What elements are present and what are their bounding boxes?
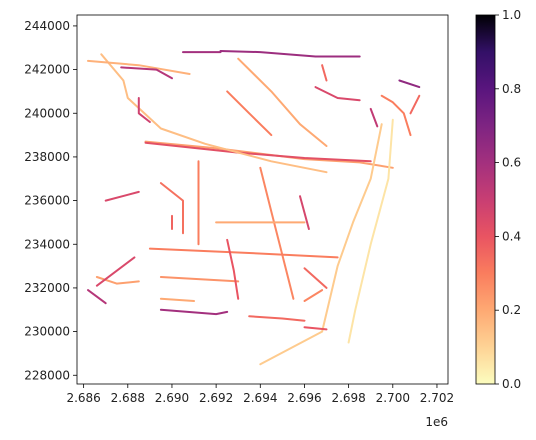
road-segment-line [95, 276, 140, 285]
road-segment-line [159, 182, 184, 235]
road-segment-line [303, 267, 328, 289]
x-tick-label: 2.698 [331, 391, 365, 405]
road-segment-line [369, 107, 379, 128]
road-segment-line [226, 90, 273, 137]
y-tick-label: 236000 [24, 194, 70, 208]
road-segment-line [144, 141, 372, 163]
road-segment-line [409, 94, 421, 115]
road-segment-line [95, 256, 136, 287]
x-tick-label: 2.696 [287, 391, 321, 405]
road-segment-line [259, 123, 383, 366]
x-tick-label: 2.694 [243, 391, 277, 405]
road-segment-line [248, 315, 306, 322]
colorbar-tick-label: 0.6 [502, 156, 521, 170]
colorbar-tick-label: 0.8 [502, 82, 521, 96]
y-tick-label: 228000 [24, 368, 70, 382]
road-segment-line [120, 66, 173, 80]
road-segment-line [137, 97, 151, 123]
colorbar-axis: 0.0 0.2 0.4 0.6 0.8 1.0 [495, 8, 521, 391]
plot-frame [76, 14, 449, 385]
colorbar [475, 14, 496, 385]
x-tick-label: 2.688 [111, 391, 145, 405]
y-tick-label: 244000 [24, 19, 70, 33]
x-tick-label: 2.690 [155, 391, 189, 405]
road-segment-line [380, 94, 412, 137]
x-tick-label: 2.702 [420, 391, 454, 405]
road-segment-line [159, 308, 229, 316]
road-segment-line [321, 64, 328, 82]
y-tick-label: 230000 [24, 325, 70, 339]
road-segment-line [303, 326, 328, 331]
y-tick-label: 242000 [24, 63, 70, 77]
road-segment-line [159, 297, 195, 302]
series-layer [87, 50, 421, 366]
y-tick-label: 234000 [24, 237, 70, 251]
road-segment-line [87, 289, 107, 305]
y-tick-label: 238000 [24, 150, 70, 164]
y-tick-label: 240000 [24, 106, 70, 120]
road-segment-line [100, 53, 328, 174]
x-axis: 2.686 2.688 2.690 2.692 2.694 2.696 2.698 2.700… [66, 384, 454, 405]
road-segment-line [299, 195, 310, 230]
road-segment-line [148, 247, 339, 259]
colorbar-tick-label: 0.0 [502, 377, 521, 391]
y-tick-label: 232000 [24, 281, 70, 295]
x-tick-label: 2.700 [376, 391, 410, 405]
road-segment-line [259, 166, 295, 300]
road-segment-line [159, 276, 240, 283]
colorbar-tick-label: 0.2 [502, 303, 521, 317]
road-segment-line [87, 59, 191, 75]
road-segment-line [347, 118, 394, 344]
road-segment-line [237, 57, 328, 147]
road-segment-line [303, 289, 324, 302]
road-segment-line [219, 50, 361, 58]
x-tick-label: 2.692 [199, 391, 233, 405]
colorbar-tick-label: 0.4 [502, 229, 521, 243]
road-segment-line [104, 190, 140, 202]
road-segment-line [226, 238, 240, 300]
colorbar-tick-label: 1.0 [502, 8, 521, 22]
y-axis: 228000 230000 232000 234000 236000 238000 2400… [24, 19, 77, 382]
x-offset-label: 1e6 [425, 415, 448, 429]
road-segment-line [398, 79, 421, 89]
x-tick-label: 2.686 [66, 391, 100, 405]
road-segment-line [314, 86, 361, 102]
road-segment-line [144, 140, 394, 169]
